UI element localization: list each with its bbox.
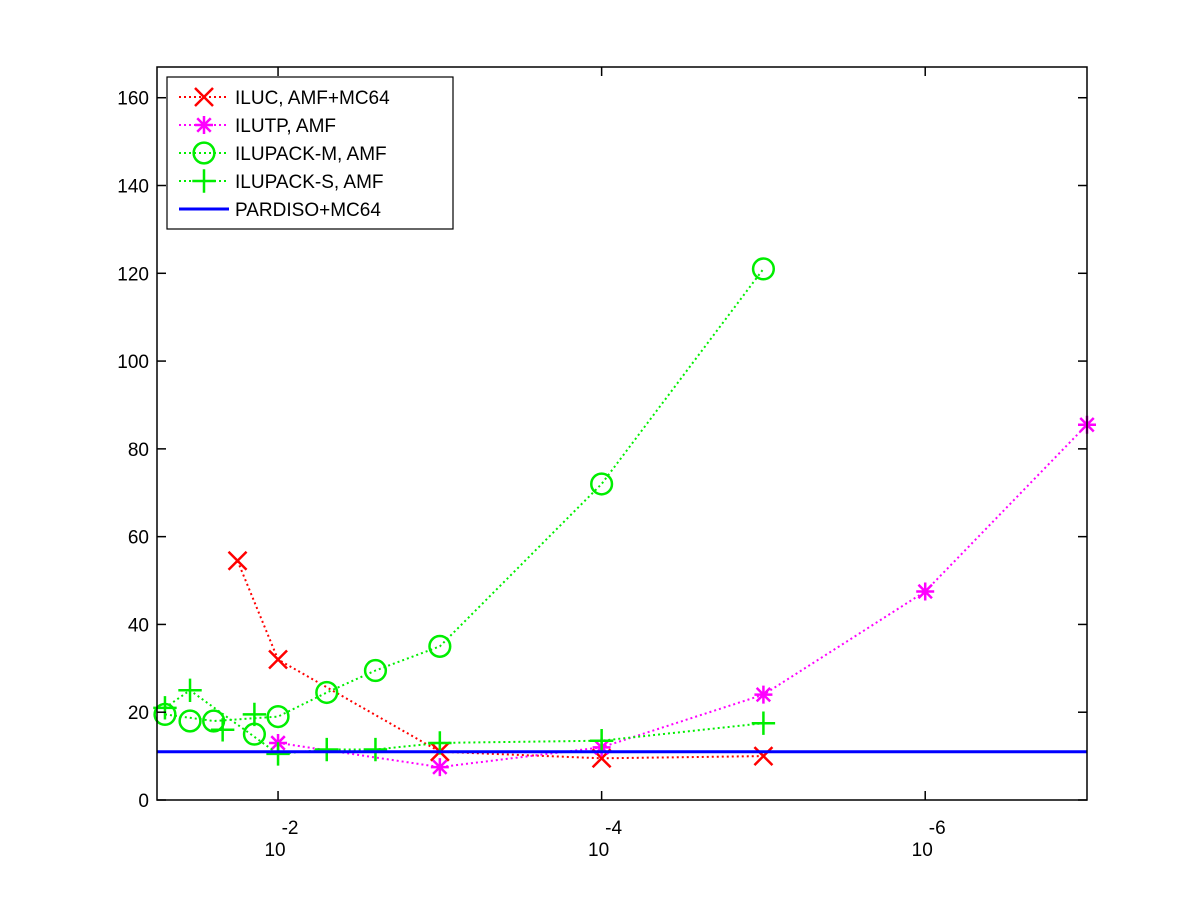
point-2-3 (315, 680, 339, 705)
point-3-1 (178, 678, 202, 702)
point-0-4 (753, 746, 774, 766)
legend-label-4: PARDISO+MC64 (235, 200, 381, 221)
point-1-4 (916, 582, 935, 601)
legend-marker-1 (195, 116, 213, 134)
y-tick-label-2: 40 (128, 615, 149, 636)
legend-entry-1: ILUTP, AMF (179, 116, 336, 137)
extra-point-3-0 (242, 702, 267, 727)
point-3-3 (315, 737, 339, 762)
x-tick-label-exponent-0: -2 (282, 818, 299, 839)
x-tick-label-base-0: 10 (264, 840, 285, 861)
point-2-2 (266, 705, 290, 729)
x-tick-label-base-2: 10 (912, 840, 933, 861)
legend-label-1: ILUTP, AMF (235, 116, 336, 137)
point-1-1 (430, 758, 449, 777)
legend-entry-0: ILUC, AMF+MC64 (179, 87, 390, 109)
point-3-2 (266, 742, 290, 766)
legend-label-0: ILUC, AMF+MC64 (235, 88, 390, 109)
series-line-3 (164, 689, 764, 755)
y-tick-label-8: 160 (117, 89, 149, 110)
point-2-5 (428, 634, 452, 658)
point-2-6 (590, 472, 614, 496)
y-tick-label-0: 0 (138, 791, 149, 812)
y-tick-label-1: 20 (128, 703, 149, 724)
series-line-0 (236, 560, 764, 760)
series-line-1 (277, 424, 1088, 769)
legend-marker-2 (192, 141, 216, 165)
x-tick-label-exponent-1: -4 (605, 818, 622, 839)
legend: ILUC, AMF+MC64 ILUTP, AMF ILUPACK-M, AMF IL… (166, 76, 454, 230)
legend-marker-0 (194, 87, 214, 107)
point-1-3 (754, 685, 773, 704)
point-0-1 (268, 649, 288, 670)
y-tick-label-6: 120 (117, 264, 149, 285)
y-tick-label-7: 140 (117, 177, 149, 198)
legend-entry-3: ILUPACK-S, AMF (179, 169, 384, 193)
extra-point-2-1 (178, 709, 202, 733)
point-2-7 (751, 257, 776, 281)
legend-label-2: ILUPACK-M, AMF (235, 144, 387, 165)
legend-entry-4: PARDISO+MC64 (179, 200, 381, 221)
point-2-4 (363, 658, 388, 683)
point-2-1 (202, 709, 226, 733)
y-tick-label-3: 60 (128, 528, 149, 549)
legend-entry-2: ILUPACK-M, AMF (179, 141, 387, 165)
extra-point-3-1 (210, 718, 235, 742)
x-tick-label-exponent-2: -6 (929, 818, 946, 839)
y-tick-label-5: 100 (117, 352, 149, 373)
x-tick-label-base-1: 10 (588, 840, 609, 861)
axes-frame (156, 66, 1088, 801)
point-3-7 (751, 711, 776, 735)
legend-marker-3 (192, 169, 216, 193)
point-3-6 (589, 729, 614, 753)
series-line-2 (164, 268, 765, 723)
series-3 (153, 678, 776, 766)
point-0-0 (227, 550, 248, 571)
point-3-4 (363, 737, 388, 762)
series-layer (153, 257, 1096, 777)
y-tick-label-4: 80 (128, 440, 149, 461)
legend-label-3: ILUPACK-S, AMF (235, 172, 384, 193)
